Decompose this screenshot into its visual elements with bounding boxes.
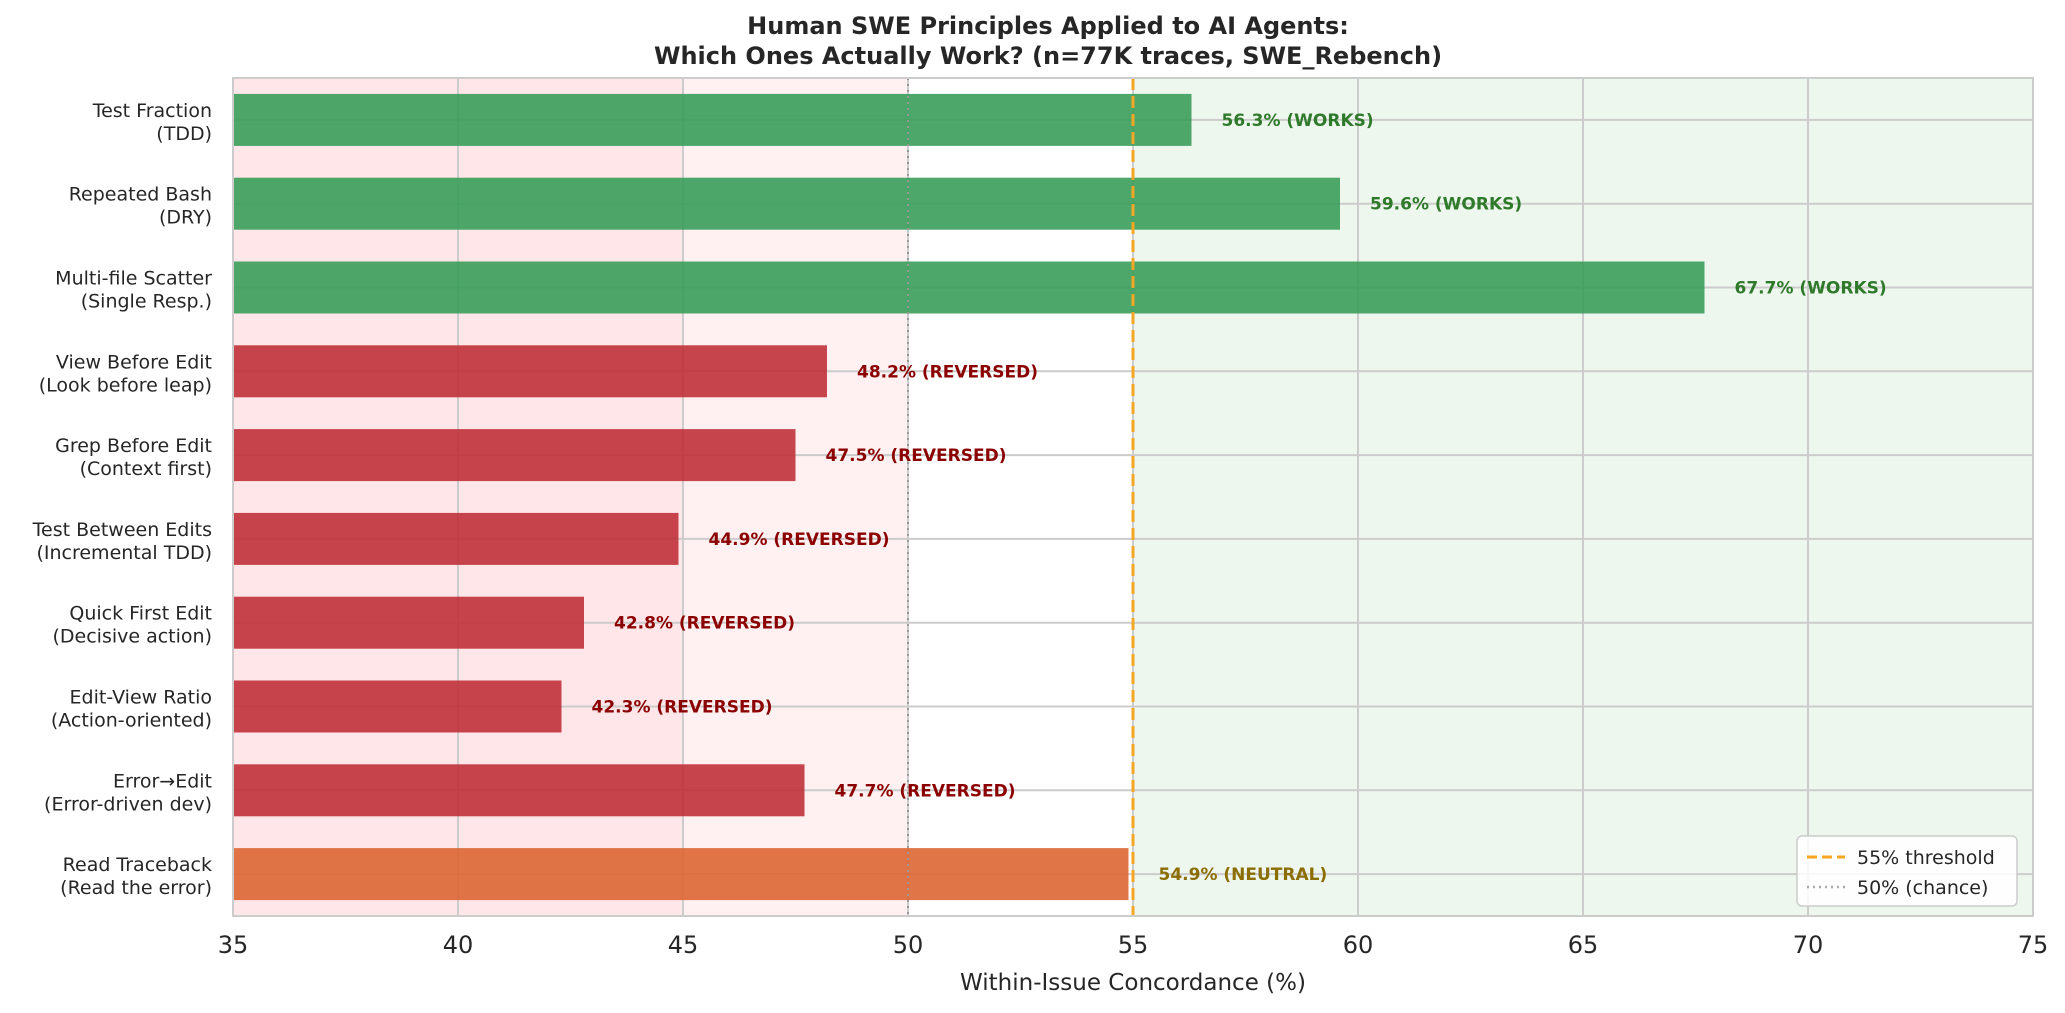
bar-reversed xyxy=(233,345,827,398)
plot-frame xyxy=(232,77,2034,917)
data-label: 42.8% (REVERSED) xyxy=(614,614,795,634)
bar-reversed xyxy=(233,680,562,733)
bar-neutral xyxy=(233,848,1129,901)
data-label: 47.5% (REVERSED) xyxy=(826,446,1007,466)
data-label: 54.9% (NEUTRAL) xyxy=(1159,865,1328,885)
category-sublabel: (Look before leap) xyxy=(39,374,212,396)
x-tick-label: 75 xyxy=(2018,931,2049,959)
bar-works xyxy=(233,177,1340,230)
category-sublabel: (Error-driven dev) xyxy=(44,793,212,815)
legend-label: 50% (chance) xyxy=(1857,877,1988,899)
category-sublabel: (Decisive action) xyxy=(52,626,212,648)
category-label: Error→Edit xyxy=(113,770,212,792)
category-label: Read Traceback xyxy=(63,854,212,876)
x-tick-label: 50 xyxy=(893,931,924,959)
category-sublabel: (DRY) xyxy=(159,207,212,229)
bar-reversed xyxy=(233,429,796,482)
category-label: Multi-file Scatter xyxy=(55,268,212,290)
data-label: 59.6% (WORKS) xyxy=(1370,195,1522,215)
legend-box xyxy=(1796,835,2018,907)
data-label: 44.9% (REVERSED) xyxy=(709,530,890,550)
bar-works xyxy=(233,93,1192,146)
data-label: 42.3% (REVERSED) xyxy=(592,698,773,718)
category-sublabel: (TDD) xyxy=(156,123,212,145)
data-label: 48.2% (REVERSED) xyxy=(857,362,1038,382)
category-label: Repeated Bash xyxy=(69,184,212,206)
category-sublabel: (Incremental TDD) xyxy=(36,542,212,564)
bar-reversed xyxy=(233,596,584,649)
category-sublabel: (Read the error) xyxy=(60,877,212,899)
category-label: Quick First Edit xyxy=(69,603,212,625)
chart-subtitle: Which Ones Actually Work? (n=77K traces,… xyxy=(654,42,1442,70)
x-tick-label: 35 xyxy=(218,931,249,959)
category-label: Test Fraction xyxy=(92,100,212,122)
category-label: Grep Before Edit xyxy=(55,435,212,457)
category-sublabel: (Context first) xyxy=(80,458,212,480)
x-axis-label: Within-Issue Concordance (%) xyxy=(960,970,1306,996)
category-sublabel: (Single Resp.) xyxy=(81,291,212,313)
category-label: View Before Edit xyxy=(56,351,212,373)
bar-reversed xyxy=(233,764,805,817)
bar-works xyxy=(233,261,1705,314)
data-label: 47.7% (REVERSED) xyxy=(835,781,1016,801)
legend-label: 55% threshold xyxy=(1857,847,1995,869)
x-tick-label: 55 xyxy=(1118,931,1149,959)
x-tick-label: 60 xyxy=(1343,931,1374,959)
category-sublabel: (Action-oriented) xyxy=(51,710,212,732)
data-label: 67.7% (WORKS) xyxy=(1735,279,1887,299)
bar-reversed xyxy=(233,512,679,565)
category-label: Test Between Edits xyxy=(32,519,212,541)
chart-title: Human SWE Principles Applied to AI Agent… xyxy=(747,12,1349,40)
x-tick-label: 65 xyxy=(1568,931,1599,959)
category-label: Edit-View Ratio xyxy=(70,687,212,709)
x-tick-label: 40 xyxy=(443,931,474,959)
x-tick-label: 70 xyxy=(1793,931,1824,959)
data-label: 56.3% (WORKS) xyxy=(1222,111,1374,131)
x-tick-label: 45 xyxy=(668,931,699,959)
